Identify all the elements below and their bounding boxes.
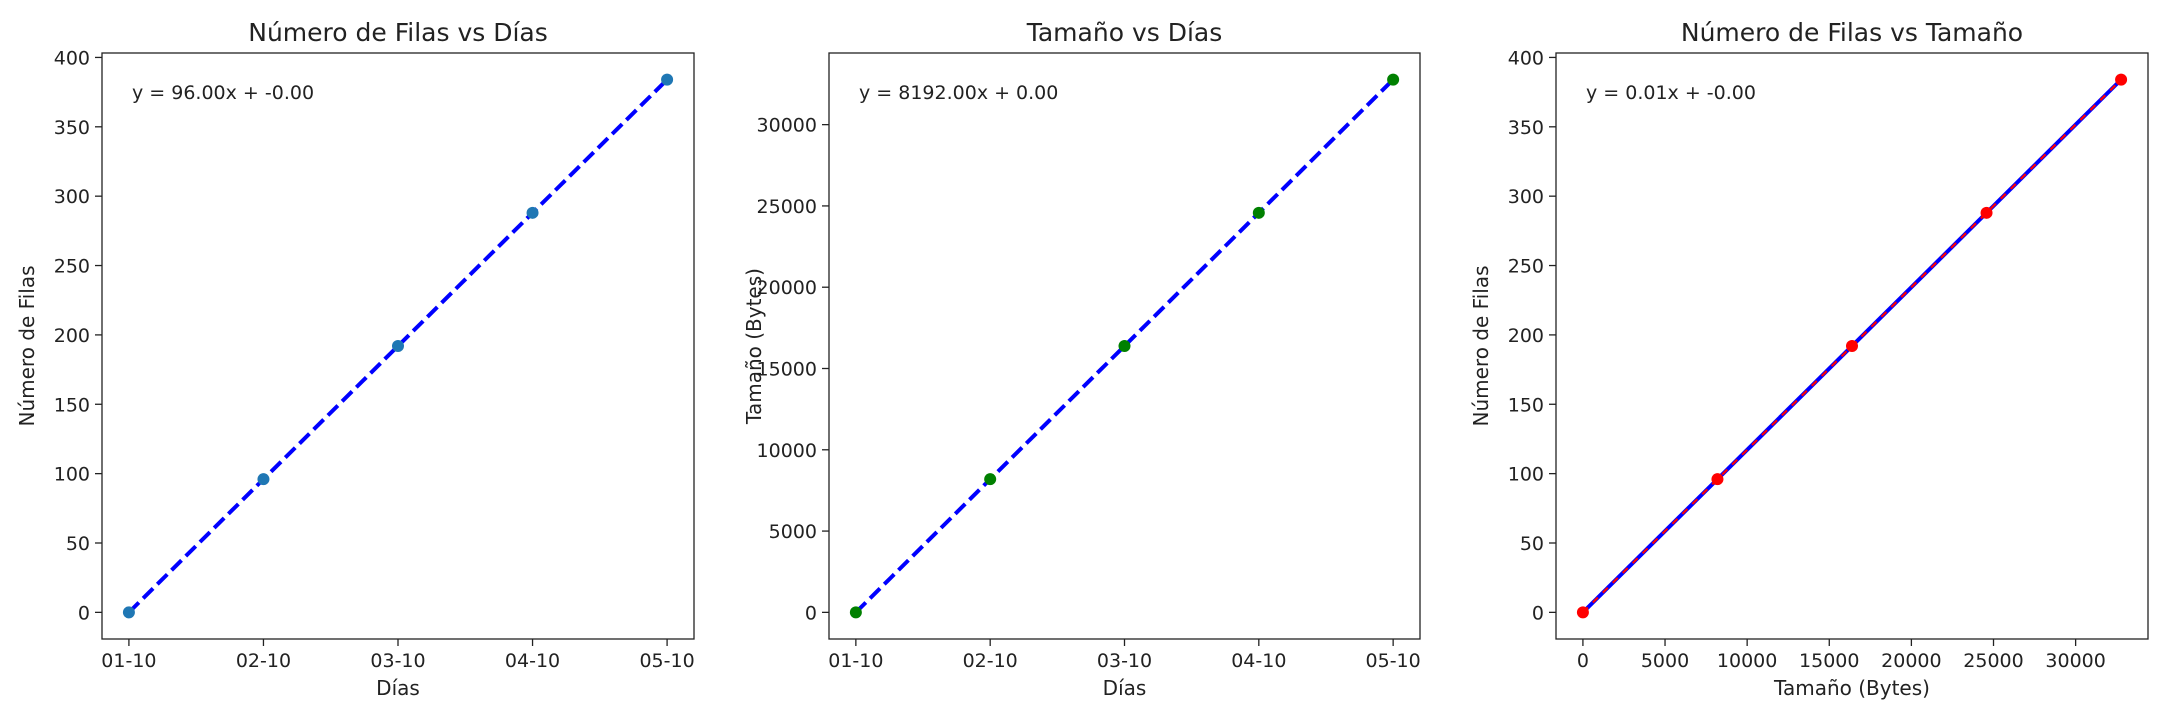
data-point [1576, 606, 1589, 619]
chart-2: 0 5000 10000 15000 20000 25000 30000 01-10 02-10… [742, 18, 1421, 700]
x-tick-label: 20000 [1881, 650, 1941, 672]
y-tick-label: 250 [54, 256, 90, 278]
y-tick-label: 400 [1508, 47, 1544, 69]
y-tick-label: 350 [1508, 117, 1544, 139]
x-tick-label: 01-10 [828, 650, 883, 672]
y-tick-label: 200 [54, 325, 90, 347]
y-tick-label: 15000 [757, 359, 817, 381]
fit-line [854, 78, 1395, 614]
chart-title: Número de Filas vs Días [248, 18, 548, 47]
data-point [1980, 206, 1993, 219]
data-point [1711, 473, 1724, 486]
x-tick-label: 03-10 [1097, 650, 1152, 672]
y-axis-label: Número de Filas [1469, 266, 1493, 427]
data-point [392, 340, 404, 352]
data-point [257, 473, 270, 486]
data-point [1118, 340, 1131, 352]
y-tick-label: 300 [1508, 186, 1544, 208]
fit-line [127, 78, 669, 614]
x-tick-label: 05-10 [639, 650, 694, 672]
x-tick-label: 04-10 [505, 650, 560, 672]
y-tick-label: 20000 [757, 277, 817, 299]
x-tick-label: 04-10 [1231, 650, 1286, 672]
plot-frame [1555, 52, 2149, 640]
y-tick-label: 0 [805, 602, 817, 624]
y-tick-label: 0 [1532, 602, 1544, 624]
y-tick-label: 5000 [769, 521, 817, 543]
y-tick-label: 200 [1508, 325, 1544, 347]
x-tick-label: 10000 [1717, 650, 1777, 672]
chart-title: Tamaño vs Días [1026, 18, 1223, 47]
data-point [984, 473, 997, 486]
data-point [1252, 206, 1265, 219]
x-axis-label: Días [1103, 676, 1147, 700]
data-point [526, 206, 539, 219]
y-tick-label: 25000 [757, 196, 817, 218]
y-tick-label: 100 [54, 464, 90, 486]
y-tick-label: 30000 [757, 115, 817, 137]
chart-3: 0 50 100 150 200 250 300 350 400 0 5000 10000 15000 2… [1469, 18, 2149, 700]
y-tick-label: 400 [54, 47, 90, 69]
data-point [1387, 73, 1400, 86]
x-tick-label: 05-10 [1366, 650, 1421, 672]
y-tick-label: 0 [78, 602, 90, 624]
y-tick-label: 100 [1508, 464, 1544, 486]
x-tick-label: 30000 [2045, 650, 2105, 672]
x-tick-label: 25000 [1963, 650, 2023, 672]
y-tick-label: 150 [54, 394, 90, 416]
x-axis-label: Días [376, 676, 420, 700]
y-tick-label: 350 [54, 117, 90, 139]
data-point [1846, 340, 1858, 352]
y-tick-label: 300 [54, 186, 90, 208]
equation-annotation: y = 96.00x + -0.00 [132, 82, 314, 104]
x-tick-label: 03-10 [370, 650, 425, 672]
y-tick-label: 50 [1520, 533, 1544, 555]
data-point [661, 73, 674, 86]
chart-1: 0 50 100 150 200 250 300 350 400 01-10 02-10 03-10 0… [15, 18, 695, 700]
x-tick-label: 15000 [1799, 650, 1859, 672]
equation-annotation: y = 8192.00x + 0.00 [859, 82, 1058, 104]
x-tick-label: 02-10 [963, 650, 1018, 672]
y-tick-label: 50 [66, 533, 90, 555]
x-tick-label: 5000 [1641, 650, 1689, 672]
y-tick-label: 250 [1508, 256, 1544, 278]
y-tick-label: 150 [1508, 394, 1544, 416]
chart-title: Número de Filas vs Tamaño [1681, 18, 2023, 47]
data-point [2115, 73, 2128, 86]
y-axis-label: Número de Filas [15, 266, 39, 427]
x-axis-label: Tamaño (Bytes) [1773, 676, 1930, 700]
x-tick-label: 02-10 [236, 650, 291, 672]
x-tick-label: 01-10 [101, 650, 156, 672]
equation-annotation: y = 0.01x + -0.00 [1586, 82, 1756, 104]
data-point [122, 606, 135, 619]
x-tick-label: 0 [1577, 650, 1589, 672]
y-tick-label: 10000 [757, 440, 817, 462]
data-point [849, 606, 862, 619]
y-axis-label: Tamaño (Bytes) [742, 268, 766, 425]
